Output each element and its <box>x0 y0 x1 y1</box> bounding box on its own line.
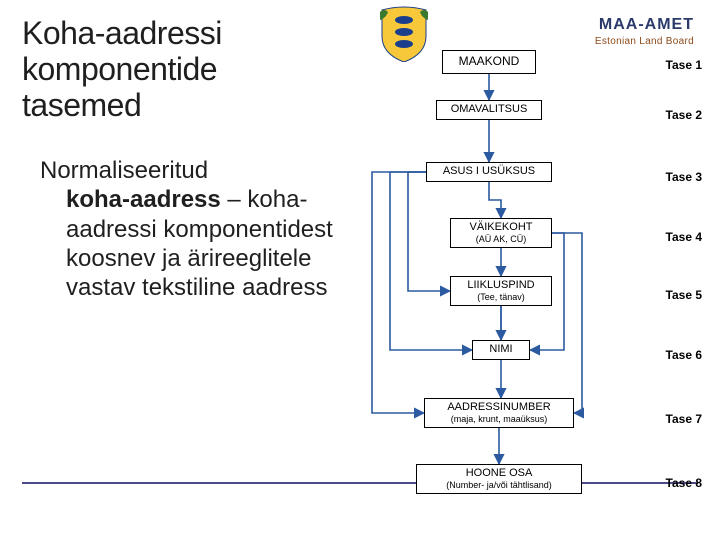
level-label-2: Tase 2 <box>666 108 702 122</box>
level-label-1: Tase 1 <box>666 58 702 72</box>
brand: MAA-AMET Estonian Land Board <box>595 16 694 47</box>
body-text: Normaliseeritud koha-aadress – koha-aadr… <box>40 156 340 302</box>
body-prefix: Normaliseeritud <box>40 157 208 184</box>
node-vaikekoht: VÄIKEKOHT(AÜ AK, CÜ) <box>450 218 552 248</box>
level-label-5: Tase 5 <box>666 288 702 302</box>
node-nimi: NIMI <box>472 340 530 360</box>
level-label-8: Tase 8 <box>666 476 702 490</box>
slide-title: Koha-aadressi komponentide tasemed <box>22 16 222 123</box>
title-line3: tasemed <box>22 87 141 123</box>
title-line2: komponentide <box>22 51 217 87</box>
title-line1: Koha-aadressi <box>22 15 222 51</box>
node-liikluspind: LIIKLUSPIND(Tee, tänav) <box>450 276 552 306</box>
hierarchy-diagram: MAAKOND OMAVALITSUS ASUS I USÜKSUS VÄIKEKOH… <box>360 50 710 530</box>
brand-main: MAA-AMET <box>595 16 694 34</box>
node-omavalitsus: OMAVALITSUS <box>436 100 542 120</box>
level-label-3: Tase 3 <box>666 170 702 184</box>
node-hooneosa: HOONE OSA(Number- ja/või tähtlisand) <box>416 464 582 494</box>
level-label-7: Tase 7 <box>666 412 702 426</box>
brand-sub: Estonian Land Board <box>595 36 694 47</box>
body-bold: koha-aadress <box>66 186 221 213</box>
level-label-6: Tase 6 <box>666 348 702 362</box>
node-maakond: MAAKOND <box>442 50 536 74</box>
node-asustus: ASUS I USÜKSUS <box>426 162 552 182</box>
node-aadressnr: AADRESSINUMBER(maja, krunt, maaüksus) <box>424 398 574 428</box>
level-label-4: Tase 4 <box>666 230 702 244</box>
